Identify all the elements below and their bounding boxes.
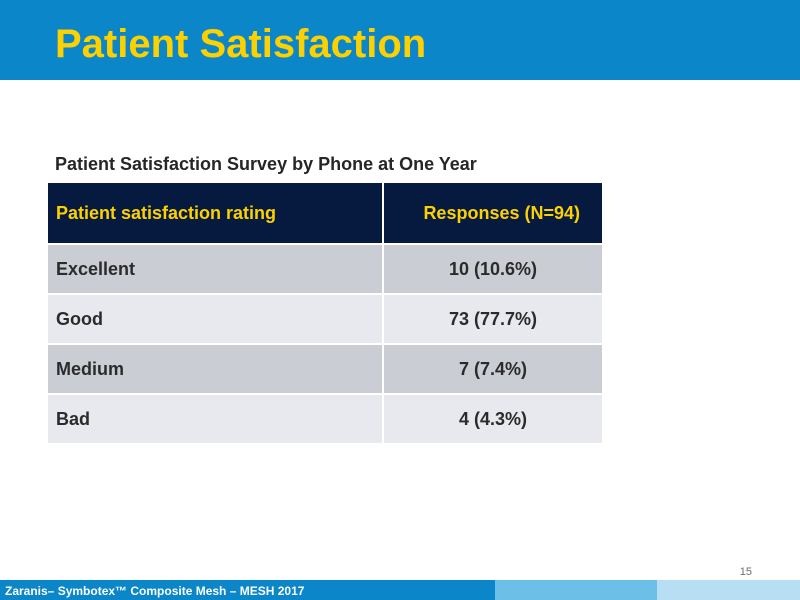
- responses-cell: 10 (10.6%): [382, 243, 604, 295]
- rating-cell: Excellent: [46, 243, 384, 295]
- table-row: Excellent 10 (10.6%): [46, 243, 604, 295]
- responses-cell: 4 (4.3%): [382, 393, 604, 445]
- responses-cell: 7 (7.4%): [382, 343, 604, 395]
- satisfaction-table: Patient satisfaction rating Responses (N…: [46, 181, 604, 445]
- table-header-row: Patient satisfaction rating Responses (N…: [46, 181, 604, 245]
- column-header-rating: Patient satisfaction rating: [46, 181, 384, 245]
- footer-bar-tertiary: [657, 580, 800, 600]
- rating-cell: Bad: [46, 393, 384, 445]
- table-row: Bad 4 (4.3%): [46, 393, 604, 445]
- rating-cell: Medium: [46, 343, 384, 395]
- footer-bar-primary: [0, 580, 495, 600]
- rating-cell: Good: [46, 293, 384, 345]
- table-caption: Patient Satisfaction Survey by Phone at …: [55, 154, 477, 174]
- slide-title: Patient Satisfaction: [55, 22, 427, 66]
- footer-text: Zaranis– Symbotex™ Composite Mesh – MESH…: [5, 584, 305, 598]
- column-header-responses: Responses (N=94): [382, 181, 604, 245]
- table-row: Good 73 (77.7%): [46, 293, 604, 345]
- header-band: [0, 0, 800, 80]
- footer-bar-secondary: [495, 580, 657, 600]
- responses-cell: 73 (77.7%): [382, 293, 604, 345]
- table-row: Medium 7 (7.4%): [46, 343, 604, 395]
- page-number: 15: [739, 566, 752, 578]
